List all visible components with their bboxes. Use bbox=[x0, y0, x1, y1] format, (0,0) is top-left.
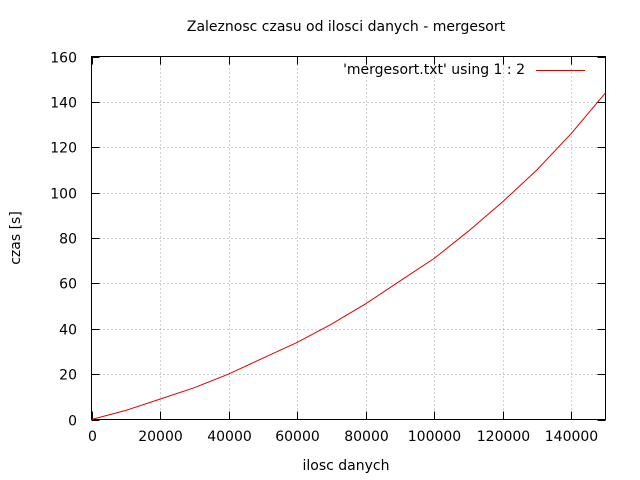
x-axis-label: ilosc danych bbox=[303, 458, 390, 474]
y-tick-label: 80 bbox=[59, 232, 77, 248]
x-tick-label: 140000 bbox=[545, 429, 598, 445]
y-tick-label: 140 bbox=[50, 96, 77, 112]
y-tick-label: 20 bbox=[59, 368, 77, 384]
x-tick-label: 60000 bbox=[275, 429, 320, 445]
legend: 'mergesort.txt' using 1 : 2 bbox=[343, 62, 585, 78]
series-line bbox=[91, 92, 606, 420]
y-tick-label: 100 bbox=[50, 187, 77, 203]
y-tick-label: 60 bbox=[59, 277, 77, 293]
y-tick-label: 120 bbox=[50, 141, 77, 157]
x-tick-label: 80000 bbox=[344, 429, 389, 445]
x-tick-label: 120000 bbox=[477, 429, 530, 445]
y-tick-labels: 0 20 40 60 80 100 120 140 160 bbox=[50, 51, 77, 430]
legend-label: 'mergesort.txt' using 1 : 2 bbox=[343, 62, 525, 78]
x-tick-label: 100000 bbox=[408, 429, 461, 445]
x-tick-label: 0 bbox=[88, 429, 97, 445]
y-tick-label: 0 bbox=[68, 414, 77, 430]
plot-frame bbox=[91, 56, 606, 420]
y-tick-label: 160 bbox=[50, 51, 77, 67]
y-tick-label: 40 bbox=[59, 323, 77, 339]
grid-lines bbox=[91, 56, 606, 420]
chart-title: Zaleznosc czasu od ilosci danych - merge… bbox=[187, 19, 506, 35]
axis-ticks bbox=[91, 56, 606, 421]
x-tick-label: 20000 bbox=[138, 429, 183, 445]
y-axis-label: czas [s] bbox=[8, 211, 24, 265]
series-layer bbox=[91, 92, 606, 420]
x-tick-label: 40000 bbox=[207, 429, 252, 445]
x-tick-labels: 0 20000 40000 60000 80000 100000 120000 140000 bbox=[88, 429, 598, 445]
